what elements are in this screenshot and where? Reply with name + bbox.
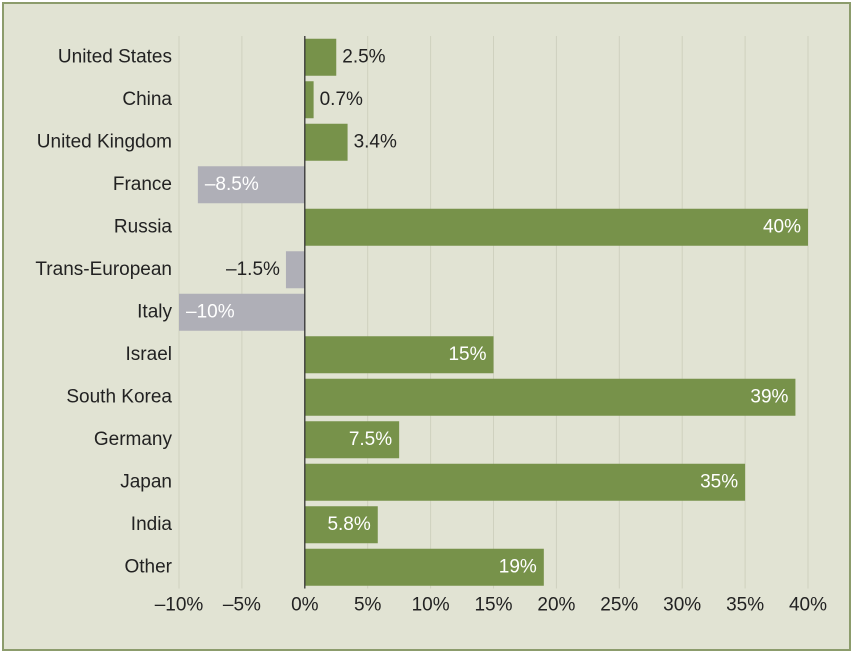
value-label: –1.5% [226,259,280,280]
y-tick-label: Israel [126,344,172,365]
value-label: –10% [186,301,235,322]
y-tick-label: Russia [114,216,173,237]
y-tick-label: France [113,174,172,195]
x-tick-label: 20% [537,595,575,616]
y-tick-label: South Korea [66,386,172,407]
y-tick-label: United Kingdom [37,131,172,152]
value-label: 5.8% [327,514,370,535]
bar [304,421,400,459]
bar [304,336,494,374]
bar [304,123,348,161]
x-tick-label: 5% [354,595,382,616]
y-tick-label: Germany [94,429,173,450]
bar [304,38,337,76]
y-tick-label: China [122,89,172,110]
y-tick-label: Italy [137,301,172,322]
value-label: 0.7% [320,89,363,110]
x-tick-label: –10% [155,595,204,616]
x-tick-label: –5% [223,595,261,616]
x-tick-label: 30% [663,595,701,616]
value-label: 40% [763,216,801,237]
x-tick-label: 0% [291,595,319,616]
bar [304,81,314,119]
bar [304,506,378,544]
y-tick-label: Trans-European [35,259,172,280]
bar [304,463,746,501]
x-tick-label: 40% [789,595,827,616]
bar [197,166,305,204]
y-tick-label: Japan [120,471,172,492]
bar [304,208,808,246]
bar [304,548,544,586]
value-label: 15% [448,344,486,365]
bar [285,251,305,289]
y-tick-label: India [131,514,173,535]
x-tick-label: 15% [474,595,512,616]
value-label: 2.5% [342,46,385,67]
value-label: –8.5% [205,174,259,195]
x-tick-label: 35% [726,595,764,616]
y-tick-label: Other [124,556,172,577]
bar [179,293,305,331]
value-label: 3.4% [354,131,397,152]
value-label: 7.5% [349,429,392,450]
x-tick-label: 10% [412,595,450,616]
x-tick-label: 25% [600,595,638,616]
value-label: 19% [499,556,537,577]
value-label: 39% [750,386,788,407]
bar [304,378,796,416]
value-label: 35% [700,471,738,492]
y-tick-label: United States [58,46,172,67]
